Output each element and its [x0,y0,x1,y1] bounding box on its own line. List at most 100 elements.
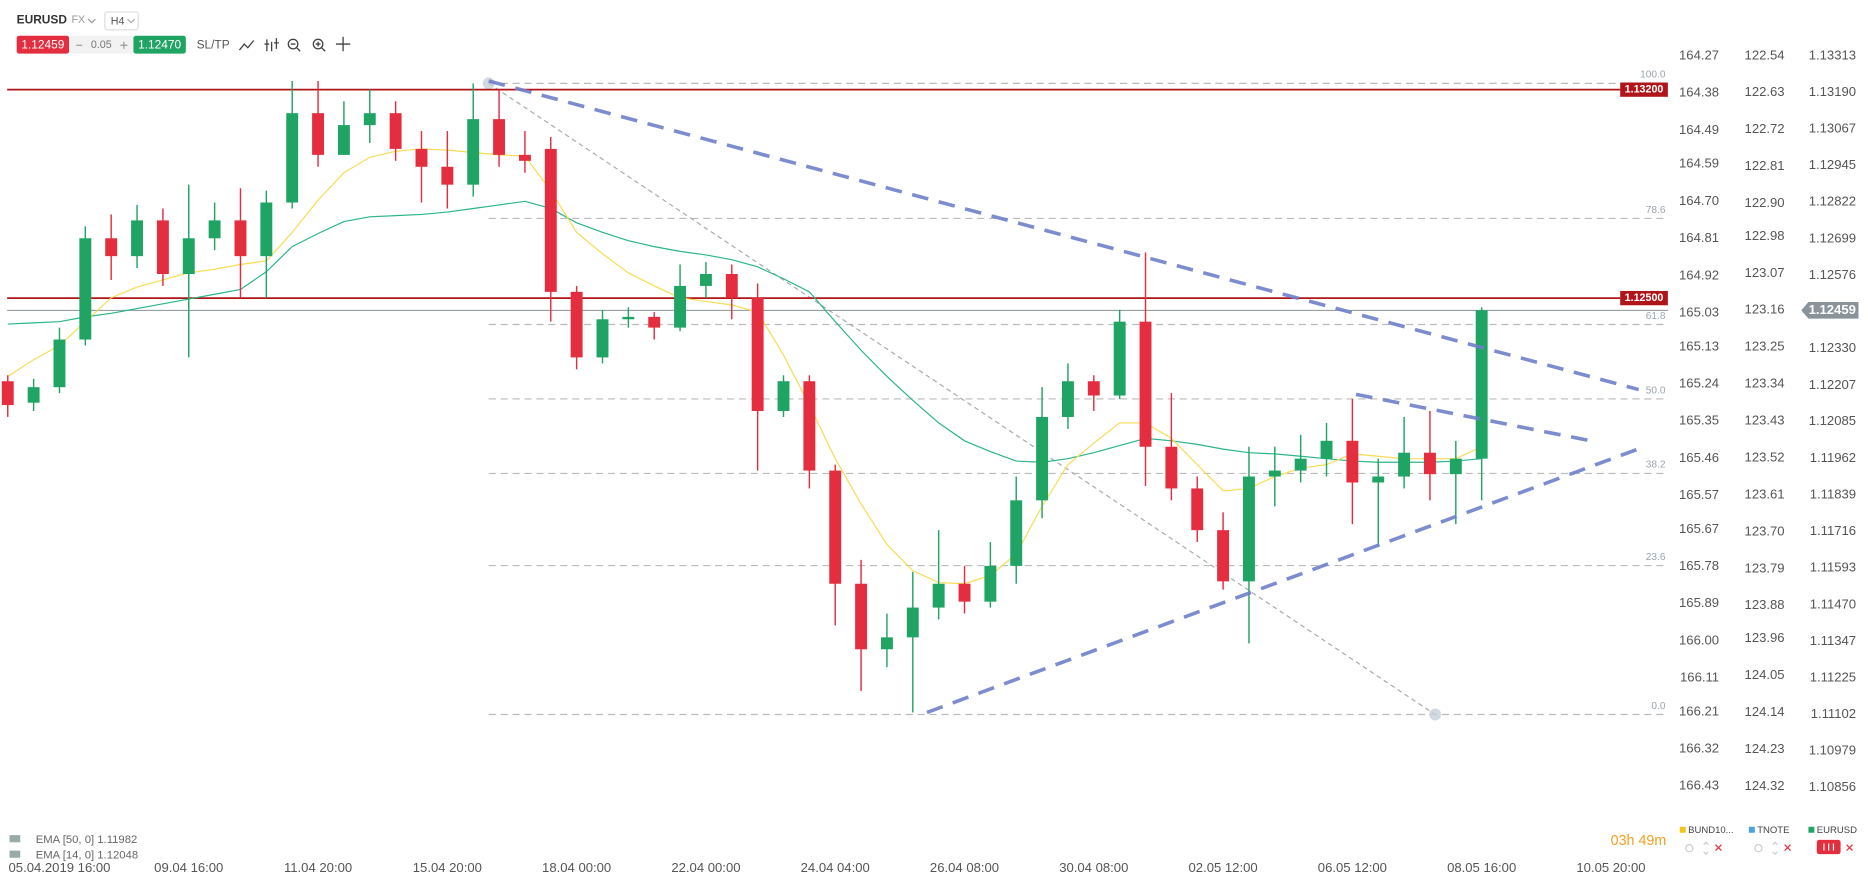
y-tick-label: 166.43 [1679,778,1719,793]
y-tick-label: 123.52 [1745,449,1785,464]
candle-body [1268,470,1281,477]
dropdown-arrow[interactable] [127,18,136,24]
instrument-remove[interactable] [1715,844,1722,852]
last-price-label: 1.12459 [1809,302,1856,317]
instrument-remove[interactable] [1784,844,1791,852]
legend-icon[interactable] [9,835,21,843]
candle-body [1191,488,1204,531]
crosshair[interactable] [335,36,351,52]
x-tick-label: 02.05 12:00 [1189,860,1258,875]
zoom-out[interactable] [287,38,299,50]
y-tick-label: 164.38 [1679,85,1719,100]
y-tick-label: 123.16 [1745,302,1785,317]
y-tick-label: 165.24 [1679,375,1719,390]
instrument-icon[interactable] [1823,843,1835,851]
candle-body [855,583,868,650]
y-tick-label: 122.54 [1745,47,1785,62]
dropdown-arrow[interactable] [87,18,96,24]
y-tick-label: 1.12085 [1809,413,1856,428]
candle-body [467,119,480,185]
ask[interactable]: 1.12470 [138,37,181,51]
x-tick-label: 06.05 12:00 [1318,860,1387,875]
candle-body [984,565,997,602]
candle-body [1113,321,1126,396]
y-tick-label: 123.43 [1745,413,1785,428]
candle-body [53,339,66,388]
candle-body [829,470,842,584]
y-tick-label: 1.11347 [1810,633,1856,648]
x-tick-label: 08.05 16:00 [1447,860,1516,875]
instrument-arrows[interactable] [1772,841,1778,856]
legend-entry[interactable]: EMA [14, 0] 1.12048 [36,849,138,861]
plus[interactable] [120,41,128,49]
y-tick-label: 165.46 [1679,450,1719,465]
y-tick-label: 1.12699 [1809,230,1856,245]
candle-body [880,637,893,650]
ask-button[interactable] [133,35,186,54]
y-tick-label: 166.11 [1680,670,1719,685]
y-tick-label: 123.70 [1745,523,1785,538]
timeframe-box[interactable] [104,11,139,31]
zoom-in[interactable] [312,38,324,50]
candle-body [415,148,428,167]
y-tick-label: 165.89 [1679,595,1719,610]
candle-body [751,297,764,412]
fib-label: 100.0 [1640,70,1666,81]
symbol[interactable]: EURUSD [17,12,68,26]
bid-button[interactable] [16,35,70,54]
fib-label: 78.6 [1646,205,1666,216]
x-tick-label: 15.04 20:00 [413,860,482,875]
timer: 03h 49m [1611,833,1667,849]
instrument-eye[interactable] [1754,844,1763,853]
y-tick-label: 123.88 [1745,597,1785,612]
y-tick-label: 164.92 [1679,267,1719,282]
fib-label: 23.6 [1646,552,1666,563]
instrument-arrows[interactable] [1703,841,1709,856]
y-tick-label: 122.63 [1745,84,1785,99]
y-tick-label: 122.90 [1745,195,1785,210]
instrument-eye[interactable] [1685,844,1694,853]
candle-body [312,113,325,155]
instrument-remove[interactable] [1846,844,1853,852]
x-tick-label: 24.04 04:00 [801,860,870,875]
legend-icons[interactable] [9,835,21,858]
line-tool[interactable] [238,40,255,51]
instrument-swatch [1748,826,1755,833]
candle-body [441,166,454,185]
candle-body [1010,500,1023,566]
y-tick-label: 123.96 [1745,630,1785,645]
y-tick-label: 1.13313 [1809,47,1856,62]
y-tick-label: 1.11102 [1811,706,1856,721]
plot: 100.0 78.6 61.8 50.0 38.2 23.6 0.0 1.13200 1.125… [1,47,1859,875]
y-tick-label: 165.67 [1679,521,1719,536]
instrument-name[interactable]: BUND10... [1688,825,1733,836]
y-tick-label: 124.32 [1745,778,1785,793]
chart-type[interactable] [264,38,279,52]
bid[interactable]: 1.12459 [21,37,64,51]
candle-body [1,381,14,406]
candle-body [622,316,635,320]
y-tick-label: 165.13 [1679,338,1719,353]
instrument-name[interactable]: TNOTE [1757,825,1789,836]
x-tick-label: 09.04 16:00 [154,860,223,875]
timeframe[interactable]: H4 [111,15,125,27]
y-tick-label: 166.21 [1679,703,1719,718]
y-tick-label: 1.12207 [1809,377,1856,392]
fib-label: 61.8 [1646,311,1666,322]
legend-entry[interactable]: EMA [50, 0] 1.11982 [36,834,138,846]
candle-body [1061,381,1074,417]
candle-body [131,220,144,257]
candle-body [389,113,402,149]
toolbar-icons[interactable] [238,36,351,52]
market: FX [71,14,85,26]
candle-body [544,148,557,292]
y-tick-label: 165.78 [1679,558,1719,573]
sltp[interactable]: SL/TP [197,37,230,51]
y-tick-label: 165.35 [1679,413,1719,428]
candle-body [596,319,609,358]
instrument-name[interactable]: EURUSD [1817,825,1857,836]
spread: 0.05 [91,39,112,51]
y-tick-label: 165.03 [1679,304,1719,319]
x-tick-label: 30.04 08:00 [1059,860,1128,875]
legend-icon[interactable] [9,850,21,858]
